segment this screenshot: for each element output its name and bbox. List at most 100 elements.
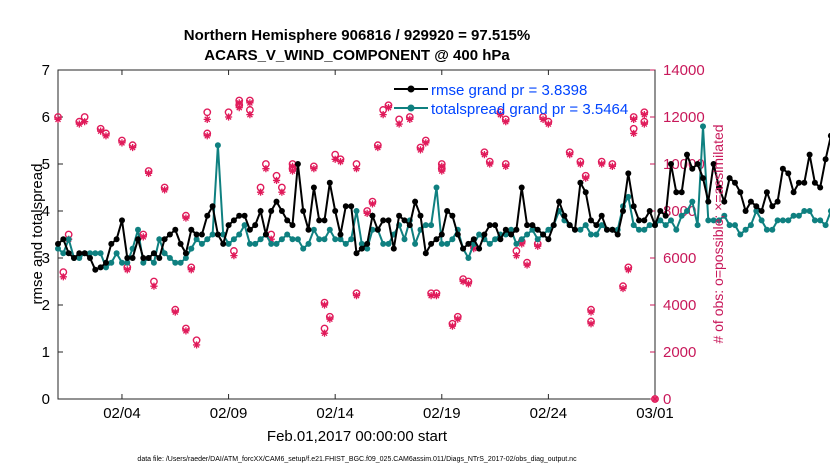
spread-point — [598, 222, 605, 229]
obs-assimilated-marker — [182, 327, 190, 335]
rmse-point — [108, 240, 115, 247]
spread-point — [161, 250, 168, 257]
obs-assimilated-marker — [246, 111, 254, 119]
spread-point — [364, 245, 371, 252]
spread-point — [124, 259, 131, 266]
spread-point — [284, 231, 291, 238]
spread-point — [257, 236, 264, 243]
rmse-point — [262, 231, 269, 238]
spread-point — [646, 222, 653, 229]
rmse-point — [438, 231, 445, 238]
spread-point — [273, 240, 280, 247]
spread-point — [822, 222, 829, 229]
obs-assimilated-marker — [438, 167, 446, 175]
y-left-tick-label: 0 — [42, 391, 50, 408]
rmse-point — [700, 175, 706, 182]
rmse-point — [577, 179, 584, 186]
rmse-point — [433, 236, 440, 243]
obs-assimilated-marker — [395, 120, 403, 128]
obs-assimilated-marker — [544, 120, 552, 128]
obs-assimilated-marker — [235, 104, 243, 112]
obs-assimilated-marker — [145, 169, 153, 177]
obs-assimilated-marker — [566, 151, 574, 159]
rmse-point — [614, 231, 621, 238]
spread-point — [60, 250, 67, 257]
obs-assimilated-marker — [486, 160, 494, 168]
rmse-point — [172, 226, 179, 233]
y-right-tick-label: 14000 — [663, 62, 705, 79]
rmse-point — [678, 189, 685, 196]
spread-point — [305, 240, 312, 247]
y-left-tick-label: 7 — [42, 62, 50, 79]
obs-assimilated-marker — [97, 127, 105, 135]
rmse-point — [124, 255, 131, 261]
rmse-point — [550, 222, 557, 229]
rmse-point — [55, 240, 61, 247]
rmse-point — [582, 189, 589, 196]
rmse-point — [620, 208, 626, 214]
spread-point — [486, 240, 493, 247]
obs-assimilated-marker — [470, 245, 478, 253]
rmse-point — [182, 250, 189, 257]
obs-assimilated-marker — [320, 329, 329, 337]
rmse-point — [545, 236, 552, 243]
rmse-point — [417, 212, 424, 219]
spread-point — [811, 217, 818, 224]
spread-point — [198, 240, 205, 247]
spread-point — [529, 226, 536, 233]
rmse-point — [294, 161, 301, 167]
spread-point — [726, 222, 733, 229]
spread-point — [817, 217, 824, 224]
obs-assimilated-marker — [454, 315, 462, 323]
spread-point — [65, 236, 72, 243]
rmse-point — [630, 203, 637, 210]
rmse-point — [721, 198, 728, 205]
spread-point — [92, 250, 99, 257]
obs-assimilated-marker — [512, 252, 521, 260]
legend: rmse grand pr = 3.8398 totalspread grand… — [394, 82, 628, 118]
rmse-point — [332, 208, 339, 214]
footer-data-file: data file: /Users/raeder/DAI/ATM_forcXX/… — [137, 456, 577, 463]
rmse-point — [444, 208, 451, 214]
spread-point — [673, 226, 680, 233]
rmse-point — [561, 212, 568, 219]
rmse-point — [454, 231, 461, 238]
spread-point — [763, 226, 770, 233]
left-axis: 0 1 2 3 4 5 6 7 — [42, 62, 63, 408]
rmse-point — [225, 222, 232, 229]
spread-point — [55, 245, 61, 252]
rmse-point — [316, 217, 323, 224]
obs-assimilated-marker — [448, 322, 457, 330]
spread-point — [732, 222, 738, 229]
spread-point — [684, 208, 690, 214]
obs-assimilated-marker — [416, 146, 425, 154]
spread-point — [177, 259, 184, 266]
x-tick-label: 02/24 — [530, 405, 568, 422]
obs-assimilated-marker — [427, 292, 435, 300]
spread-point — [758, 217, 765, 224]
spread-point — [438, 240, 445, 247]
rmse-point — [252, 222, 259, 229]
rmse-point — [337, 231, 344, 238]
spread-point — [326, 226, 333, 233]
rmse-point — [87, 255, 93, 261]
y-axis-left-label: rmse and totalspread — [29, 164, 46, 305]
rmse-point — [497, 236, 504, 243]
rmse-point — [76, 250, 83, 257]
spread-point — [753, 208, 760, 214]
rmse-point — [588, 217, 594, 224]
rmse-point — [220, 240, 227, 247]
rmse-point — [705, 198, 712, 205]
obs-assimilated-marker — [406, 115, 414, 123]
rmse-point — [673, 189, 680, 196]
rmse-point — [214, 231, 221, 238]
spread-point — [268, 240, 275, 247]
legend-rmse-marker — [407, 85, 415, 93]
y-left-tick-label: 1 — [42, 344, 50, 361]
spread-point — [737, 231, 744, 238]
obs-assimilated-marker — [336, 158, 345, 166]
spread-point — [252, 240, 259, 247]
rmse-point — [716, 184, 722, 191]
spread-point — [150, 259, 157, 266]
rmse-point — [193, 231, 200, 238]
